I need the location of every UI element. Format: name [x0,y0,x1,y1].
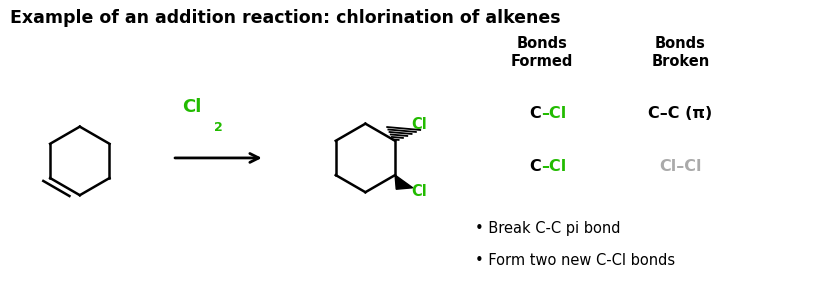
Polygon shape [395,175,412,189]
Text: • Form two new C-Cl bonds: • Form two new C-Cl bonds [475,253,675,268]
Text: Bonds
Broken: Bonds Broken [651,36,710,69]
Text: Bonds
Formed: Bonds Formed [511,36,573,69]
Text: Example of an addition reaction: chlorination of alkenes: Example of an addition reaction: chlorin… [10,9,561,27]
Text: –Cl: –Cl [541,159,566,174]
Text: • Break C-C pi bond: • Break C-C pi bond [475,221,620,235]
Text: 2: 2 [214,121,223,134]
Text: C: C [529,159,541,174]
Text: Cl: Cl [412,184,427,199]
Text: C: C [529,106,541,121]
Text: –Cl: –Cl [541,106,566,121]
Text: C–C (π): C–C (π) [648,106,712,121]
Text: Cl–Cl: Cl–Cl [659,159,701,174]
Text: Cl: Cl [182,98,202,116]
Text: Cl: Cl [412,117,427,132]
